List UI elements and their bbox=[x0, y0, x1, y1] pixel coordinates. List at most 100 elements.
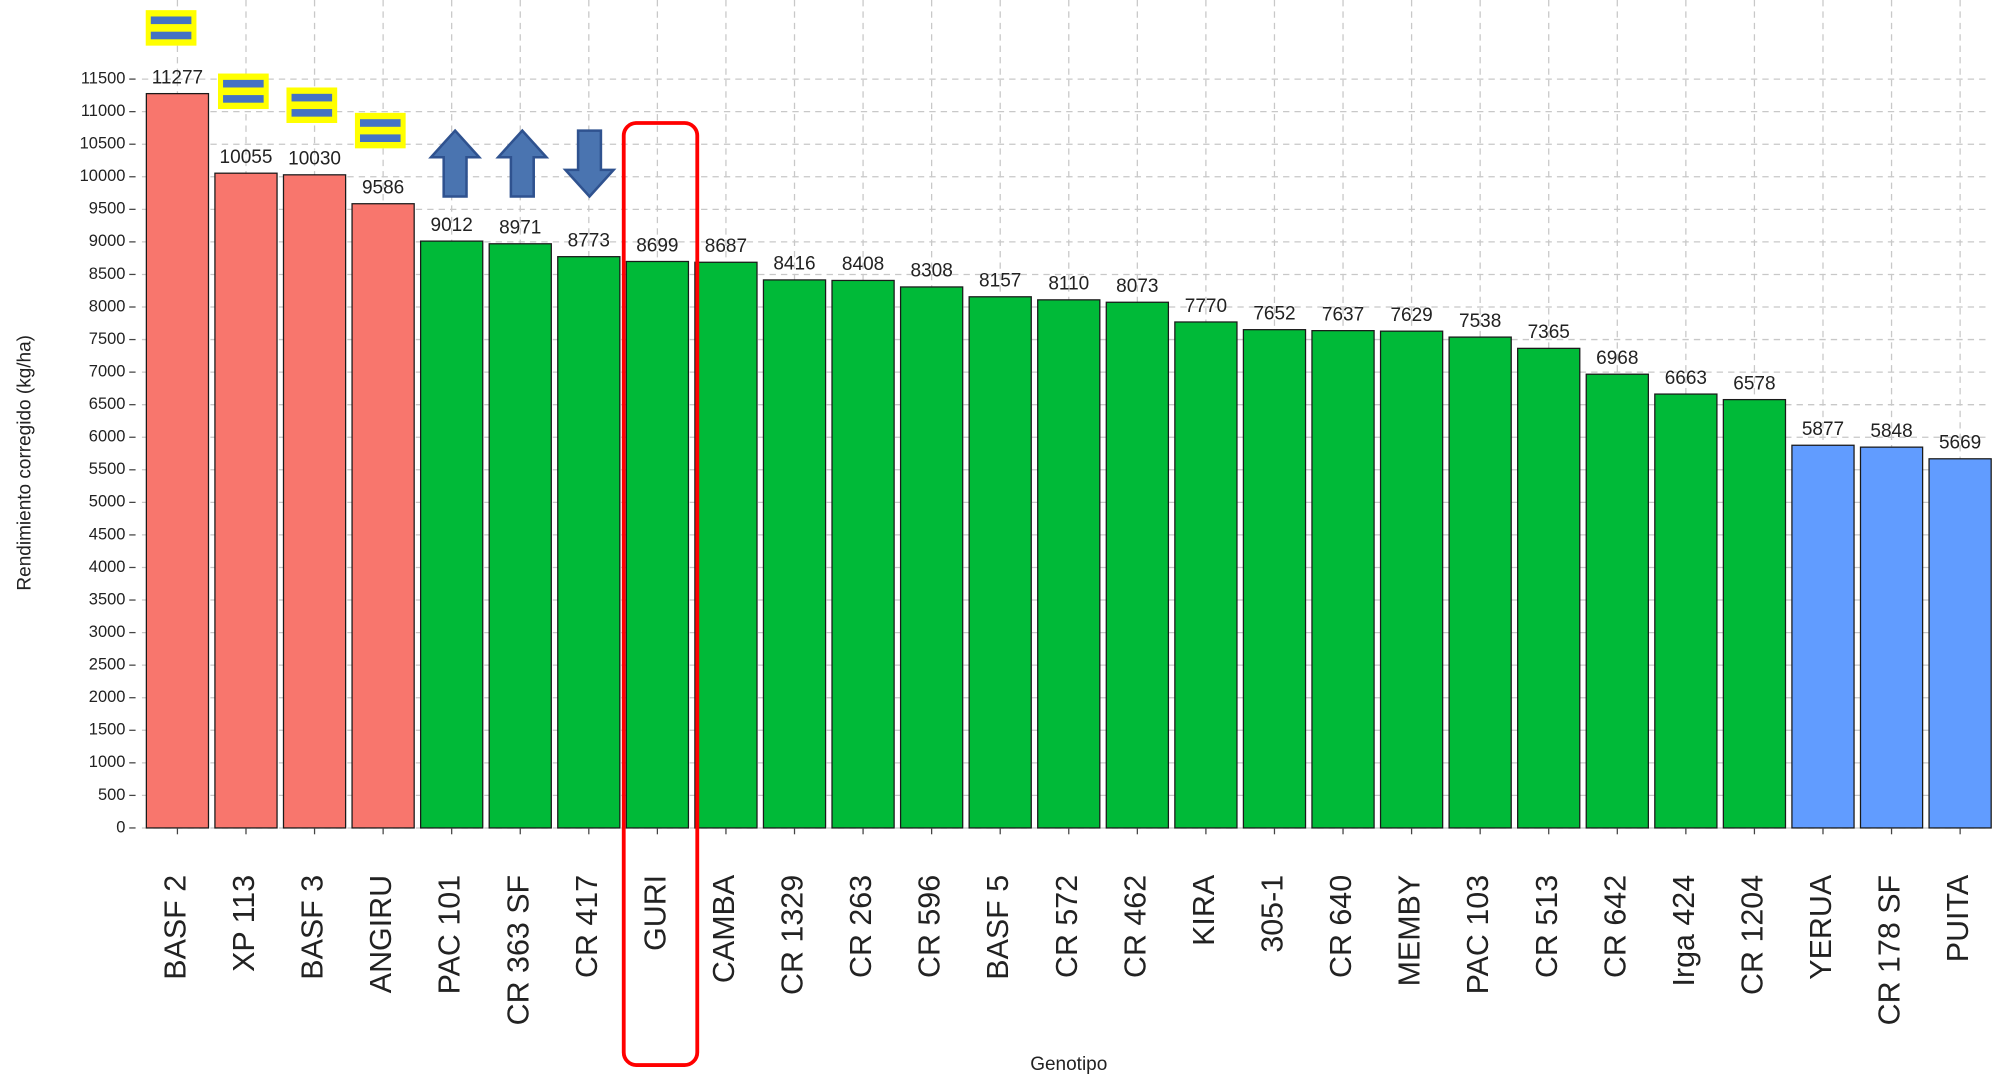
bar bbox=[282, 174, 347, 829]
value-label: 5669 bbox=[1939, 433, 1981, 454]
bar bbox=[625, 260, 690, 829]
x-tick-label: GURI bbox=[638, 875, 672, 951]
y-tick-label: 4500 bbox=[89, 525, 126, 543]
y-tick-label: 2500 bbox=[89, 656, 126, 674]
value-label: 8408 bbox=[842, 254, 884, 275]
x-tick-label: CR 417 bbox=[570, 875, 604, 978]
bar bbox=[419, 240, 484, 829]
up-arrow bbox=[428, 128, 483, 198]
x-tick-label: KIRA bbox=[1187, 874, 1221, 946]
value-label: 11277 bbox=[152, 67, 203, 88]
annotations bbox=[145, 10, 700, 1067]
y-tick-label: 9000 bbox=[89, 232, 126, 250]
x-tick-label: CR 263 bbox=[844, 875, 878, 978]
x-tick-label: CR 572 bbox=[1050, 875, 1084, 978]
value-label: 8308 bbox=[911, 261, 953, 282]
bar bbox=[351, 203, 415, 829]
value-label: 7770 bbox=[1185, 296, 1227, 317]
x-tick-label: CR 596 bbox=[913, 875, 947, 978]
value-label: 8110 bbox=[1048, 274, 1089, 295]
x-tick-label: YERUA bbox=[1804, 874, 1838, 980]
bar bbox=[1654, 393, 1718, 829]
equal-sign bbox=[217, 73, 269, 110]
x-tick-label: BASF 2 bbox=[158, 875, 192, 980]
x-tick-label: PUITA bbox=[1941, 874, 1975, 962]
bar bbox=[1791, 444, 1855, 829]
plot: 0 500 1000 1500 2000 2500 3000 3500 4000 4500 5000… bbox=[80, 0, 1992, 1025]
value-label: 8157 bbox=[979, 271, 1021, 292]
x-tick-label: XP 113 bbox=[227, 875, 261, 972]
value-label: 8416 bbox=[773, 254, 815, 275]
value-label: 6578 bbox=[1733, 373, 1775, 394]
value-label: 5848 bbox=[1870, 421, 1912, 442]
bar bbox=[1174, 321, 1238, 829]
y-tick-label: 8000 bbox=[89, 297, 126, 315]
y-tick-label: 3000 bbox=[89, 623, 126, 641]
value-label: 7652 bbox=[1253, 303, 1295, 324]
value-label: 8073 bbox=[1116, 276, 1158, 297]
value-label: 9586 bbox=[362, 178, 404, 199]
x-tick-label: ANGIRU bbox=[364, 875, 398, 993]
value-label: 7629 bbox=[1390, 305, 1432, 326]
y-tick-label: 6000 bbox=[89, 428, 126, 446]
y-tick-label: 7500 bbox=[89, 330, 126, 348]
x-tick-label: PAC 101 bbox=[433, 875, 467, 995]
value-label: 8687 bbox=[705, 236, 747, 257]
x-tick-label: BASF 5 bbox=[981, 875, 1015, 980]
bar bbox=[1379, 330, 1444, 829]
x-tick-label: PAC 103 bbox=[1461, 875, 1495, 995]
y-tick-label: 4000 bbox=[89, 558, 126, 576]
y-tick-label: 6500 bbox=[89, 395, 126, 413]
bar bbox=[488, 243, 552, 829]
highlight-box bbox=[621, 121, 700, 1067]
bar bbox=[899, 286, 964, 829]
down-arrow bbox=[562, 129, 617, 199]
y-tick-label: 1500 bbox=[89, 721, 126, 739]
bar bbox=[694, 261, 758, 829]
y-tick-label: 1000 bbox=[89, 753, 126, 771]
x-tick-label: 305-1 bbox=[1255, 875, 1289, 953]
bar bbox=[1242, 329, 1307, 829]
x-tick-label: CR 642 bbox=[1598, 875, 1632, 978]
value-label: 8699 bbox=[636, 235, 678, 256]
y-tick-label: 9500 bbox=[89, 200, 126, 218]
up-arrow bbox=[495, 128, 550, 198]
y-tick-label: 500 bbox=[98, 786, 125, 804]
x-tick-label: Irga 424 bbox=[1667, 875, 1701, 987]
x-tick-label: CR 1204 bbox=[1735, 875, 1769, 995]
bar bbox=[1517, 347, 1581, 829]
y-tick-label: 7000 bbox=[89, 362, 126, 380]
x-tick-label: CAMBA bbox=[707, 874, 741, 983]
value-label: 10055 bbox=[220, 147, 273, 168]
bar bbox=[968, 296, 1032, 829]
y-tick-label: 0 bbox=[116, 818, 125, 836]
bar bbox=[1928, 458, 1992, 829]
value-label: 9012 bbox=[431, 215, 473, 236]
value-label: 7637 bbox=[1322, 304, 1364, 325]
y-tick-label: 5000 bbox=[89, 493, 126, 511]
x-tick-label: CR 640 bbox=[1324, 875, 1358, 978]
y-axis-title: Rendimiento corregido (kg/ha) bbox=[14, 335, 35, 591]
value-label: 6663 bbox=[1665, 368, 1707, 389]
bar bbox=[1448, 336, 1512, 829]
x-axis-title: Genotipo bbox=[1030, 1054, 1107, 1075]
value-label: 6968 bbox=[1596, 348, 1638, 369]
x-tick-label: BASF 3 bbox=[296, 875, 330, 980]
y-tick-label: 5500 bbox=[89, 460, 126, 478]
equal-sign bbox=[145, 10, 197, 46]
equal-sign bbox=[354, 112, 406, 149]
value-label: 7538 bbox=[1459, 311, 1501, 332]
x-tick-label: CR 178 SF bbox=[1873, 875, 1907, 1025]
x-tick-label: MEMBY bbox=[1393, 875, 1427, 987]
value-label: 5877 bbox=[1802, 419, 1844, 440]
x-tick-label: CR 462 bbox=[1118, 875, 1152, 978]
y-tick-label: 11500 bbox=[81, 69, 126, 87]
bar bbox=[145, 92, 210, 829]
y-tick-label: 11000 bbox=[81, 102, 126, 120]
value-label: 10030 bbox=[288, 149, 341, 170]
bar bbox=[1859, 446, 1924, 829]
y-tick-label: 10000 bbox=[80, 167, 126, 185]
x-tick-label: CR 1329 bbox=[776, 875, 810, 995]
x-tick-label: CR 363 SF bbox=[501, 875, 535, 1025]
